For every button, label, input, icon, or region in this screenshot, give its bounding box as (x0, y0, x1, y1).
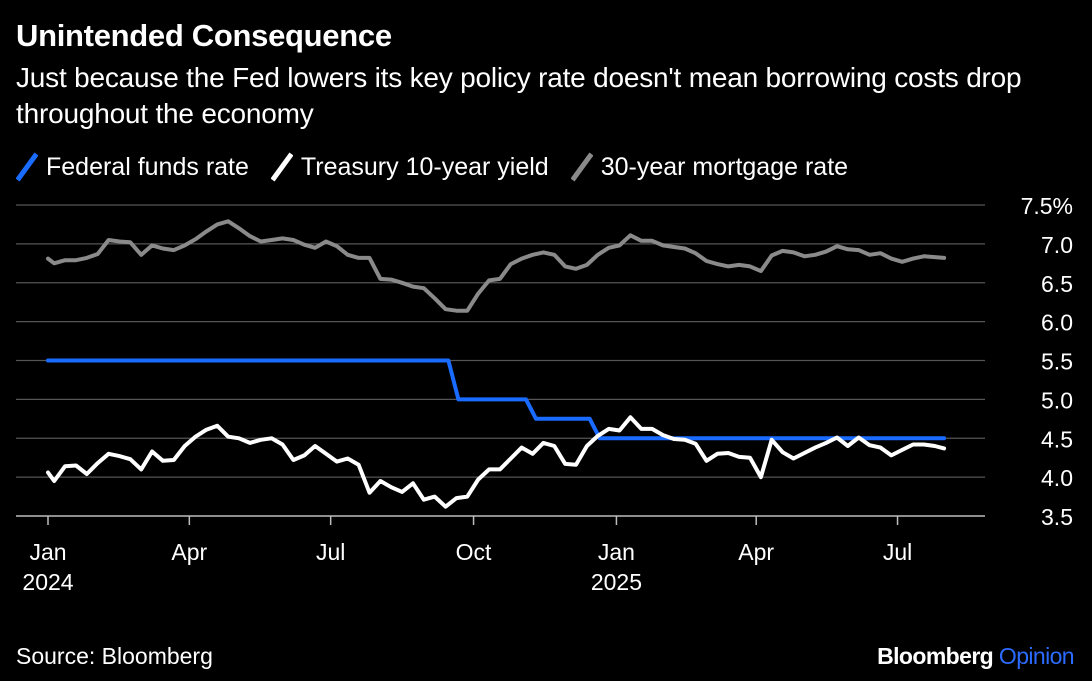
y-tick-label: 6.5 (1041, 271, 1073, 297)
legend-swatch-fed (16, 152, 38, 182)
axis-layer: 7.5% 7.0 6.5 6.0 5.5 5.0 4.5 4.0 3.5 Jan 2024 Apr Ju… (22, 193, 1073, 595)
legend-swatch-treasury (270, 152, 293, 182)
chart-legend: Federal funds rate Treasury 10-year yiel… (16, 150, 870, 184)
x-tick-year-label: 2025 (591, 569, 642, 595)
legend-label-treasury: Treasury 10-year yield (300, 152, 549, 181)
x-tick-label: Jul (316, 539, 345, 565)
x-tick-label: Jan (598, 539, 635, 565)
brand-logo: Bloomberg Opinion (877, 643, 1074, 670)
legend-item-treasury: Treasury 10-year yield (270, 152, 549, 182)
brand-main: Bloomberg (877, 643, 994, 669)
y-tick-label: 7.0 (1041, 232, 1073, 258)
x-tick-label: Oct (456, 539, 492, 565)
y-tick-label: 4.5 (1041, 426, 1073, 452)
source-note: Source: Bloomberg (16, 643, 213, 669)
legend-label-fed: Federal funds rate (46, 152, 249, 181)
y-tick-label: 4.0 (1041, 465, 1073, 491)
x-tick-year-label: 2024 (22, 569, 73, 595)
series-line-treasury (46, 415, 947, 509)
y-tick-label: 5.0 (1041, 387, 1073, 413)
y-tick-label: 3.5 (1041, 504, 1073, 530)
x-tick-label: Jan (29, 539, 66, 565)
x-tick-label: Apr (738, 539, 774, 565)
legend-label-mortgage: 30-year mortgage rate (600, 152, 849, 181)
y-tick-label: 7.5% (1021, 193, 1073, 219)
y-tick-label: 6.0 (1041, 310, 1073, 336)
chart-title: Unintended Consequence (16, 18, 392, 53)
series-layer (46, 219, 947, 509)
legend-item-fed: Federal funds rate (16, 152, 249, 182)
x-tick-label: Apr (171, 539, 207, 565)
chart-subtitle: Just because the Fed lowers its key poli… (16, 62, 1022, 129)
legend-item-mortgage: 30-year mortgage rate (570, 152, 849, 182)
legend-swatch-mortgage (570, 152, 593, 182)
series-line-mortgage (46, 219, 947, 313)
brand-accent: Opinion (998, 643, 1075, 669)
y-tick-label: 5.5 (1041, 349, 1073, 375)
x-tick-label: Jul (883, 539, 912, 565)
